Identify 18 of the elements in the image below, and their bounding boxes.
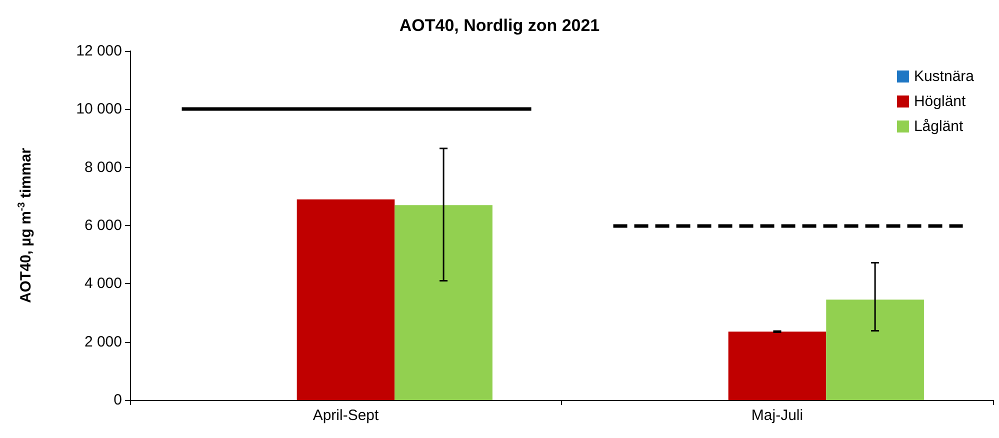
y-tick-label: 0 xyxy=(114,392,122,408)
bar xyxy=(296,199,395,400)
bar xyxy=(728,332,826,400)
y-tick-label: 6 000 xyxy=(84,217,122,234)
y-axis-title: AOT40, µg m-3 timmar xyxy=(16,148,34,304)
chart-title: AOT40, Nordlig zon 2021 xyxy=(399,16,600,35)
legend-label: Kustnära xyxy=(914,68,975,85)
bar xyxy=(826,300,924,400)
y-tick-label: 4 000 xyxy=(84,275,122,292)
x-tick-label: April-Sept xyxy=(312,407,380,424)
legend-label: Höglänt xyxy=(914,93,966,110)
bar xyxy=(394,205,492,400)
y-tick-label: 8 000 xyxy=(84,158,122,176)
y-tick-label: 12 000 xyxy=(76,42,122,60)
x-tick-label: Maj-Juli xyxy=(751,407,804,424)
y-tick-label: 2 000 xyxy=(84,333,122,350)
legend-label: Låglänt xyxy=(914,118,964,135)
y-tick-label: 10 000 xyxy=(76,100,122,118)
